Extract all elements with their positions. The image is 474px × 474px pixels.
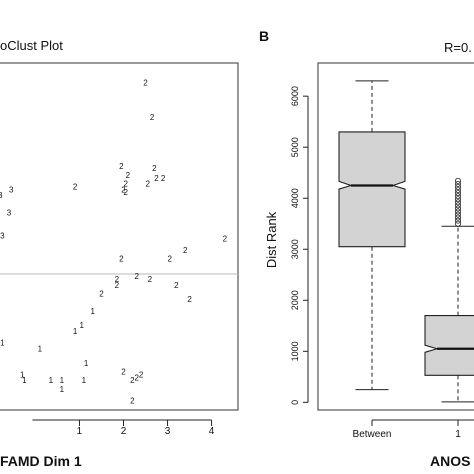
scatter-point-label-27: 1 — [90, 307, 95, 316]
scatter-point-label-31: 1 — [38, 344, 43, 353]
scatter-point-label-30: 1 — [0, 339, 5, 348]
scatter-point-label-32: 1 — [84, 359, 89, 368]
scatter-point-label-28: 1 — [79, 321, 84, 330]
panel-b-x-axis-label: ANOS — [430, 453, 470, 469]
scatter-point-label-25: 2 — [99, 289, 104, 298]
scatter-point-label-19: 2 — [119, 255, 124, 264]
scatter-point-label-38: 1 — [49, 376, 54, 385]
scatter-point-label-5: 2 — [154, 174, 159, 183]
scatter-point-label-6: 2 — [161, 174, 166, 183]
panel-b-x-tick-label-between: Between — [353, 429, 392, 440]
scatter-point-label-41: 2 — [130, 376, 135, 385]
scatter-point-label-18: 2 — [167, 255, 172, 264]
box-1-outlier-7 — [454, 199, 461, 206]
box-1-outlier-11 — [454, 187, 461, 194]
box-1-outlier-6 — [454, 202, 461, 209]
box-1-outlier-2 — [454, 214, 461, 221]
scatter-point-label-9: 2 — [145, 180, 150, 189]
scatter-point-label-7: 2 — [123, 180, 128, 189]
panel-b-boxplot: B R=0. Dist Rank 0 1000 2000 3000 4000 5000 60… — [259, 28, 474, 469]
scatter-point-label-33: 2 — [121, 368, 126, 377]
scatter-point-label-1: 2 — [150, 113, 155, 122]
panel-a-plot-frame — [0, 62, 239, 411]
box-1-outlier-8 — [454, 196, 461, 203]
box-1-outlier-13 — [454, 180, 461, 187]
scatter-point-label-14: 3 — [7, 209, 12, 218]
scatter-point-label-29: 1 — [73, 327, 78, 336]
box-1-outlier-10 — [454, 190, 461, 197]
scatter-point-label-43: 2 — [130, 396, 135, 405]
scatter-point-label-12: 3 — [0, 191, 3, 200]
panel-b-x-axis: Between 1 — [353, 419, 474, 440]
box-1-outlier-1 — [454, 217, 461, 224]
scatter-point-label-24: 2 — [174, 281, 179, 290]
panel-b-stat-text: R=0. — [444, 40, 472, 55]
panel-a-x-tick-label-1: 1 — [77, 426, 83, 437]
panel-b-y-tick-label-6000: 6000 — [290, 86, 300, 106]
box-1-outlier-9 — [454, 193, 461, 200]
scatter-point-label-21: 2 — [115, 275, 120, 284]
scatter-point-label-3: 2 — [152, 164, 157, 173]
box-1-outlier-4 — [454, 208, 461, 215]
panel-b-plot-frame — [317, 62, 474, 411]
panel-a-title: oClust Plot — [0, 38, 63, 53]
panel-b-boxes — [338, 80, 474, 403]
scatter-point-label-23: 2 — [115, 281, 120, 290]
scatter-point-label-39: 1 — [60, 376, 65, 385]
panel-a-x-tick-label-2: 2 — [121, 426, 127, 437]
panel-a-x-tick-label-3: 3 — [165, 426, 171, 437]
scatter-point-label-17: 2 — [183, 246, 188, 255]
panel-a-x-axis-label: FAMD Dim 1 — [0, 453, 82, 469]
scatter-point-label-4: 2 — [126, 171, 131, 180]
scatter-point-label-37: 1 — [22, 376, 27, 385]
scatter-point-label-2: 2 — [119, 162, 124, 171]
scatter-point-label-10: 2 — [73, 182, 78, 191]
scatter-point-label-35: 2 — [134, 373, 139, 382]
panel-b-y-tick-label-3000: 3000 — [290, 239, 300, 259]
box-1-outlier-0 — [454, 220, 461, 227]
scatter-point-label-16: 2 — [223, 235, 228, 244]
panel-b-y-tick-label-4000: 4000 — [290, 188, 300, 208]
box-1-outlier-14 — [454, 177, 461, 184]
scatter-point-label-0: 2 — [143, 78, 148, 87]
box-between-body — [338, 131, 406, 248]
box-1-outlier-12 — [454, 184, 461, 191]
panel-b-label: B — [259, 28, 269, 44]
scatter-point-label-11: 2 — [123, 188, 128, 197]
panel-b-y-tick-label-0: 0 — [290, 400, 300, 405]
scatter-point-label-34: 2 — [139, 370, 144, 379]
panel-a-x-tick-label-4: 4 — [209, 426, 215, 437]
scatter-point-label-36: 1 — [20, 370, 25, 379]
panel-b-y-tick-label-5000: 5000 — [290, 137, 300, 157]
box-1-outlier-3 — [454, 211, 461, 218]
panel-a-x-axis: 1 2 3 4 — [32, 419, 215, 437]
panel-b-y-tick-label-1000: 1000 — [290, 341, 300, 361]
scatter-point-label-8: 2 — [121, 185, 126, 194]
scatter-point-label-22: 2 — [148, 275, 153, 284]
scatter-point-label-15: 3 — [0, 232, 5, 241]
box-1-outlier-5 — [454, 205, 461, 212]
scatter-point-label-40: 1 — [82, 376, 87, 385]
scatter-point-label-42: 1 — [60, 385, 65, 394]
panel-b-x-tick-label-1: 1 — [455, 429, 461, 440]
panel-b-y-axis-label: Dist Rank — [264, 211, 279, 268]
panel-b-y-axis: 0 1000 2000 3000 4000 5000 6000 — [290, 86, 309, 405]
scatter-point-label-20: 2 — [134, 272, 139, 281]
scatter-point-label-26: 2 — [187, 295, 192, 304]
box-1-body — [424, 315, 474, 376]
panel-b-y-tick-label-2000: 2000 — [290, 290, 300, 310]
scatter-point-label-13: 3 — [9, 185, 14, 194]
